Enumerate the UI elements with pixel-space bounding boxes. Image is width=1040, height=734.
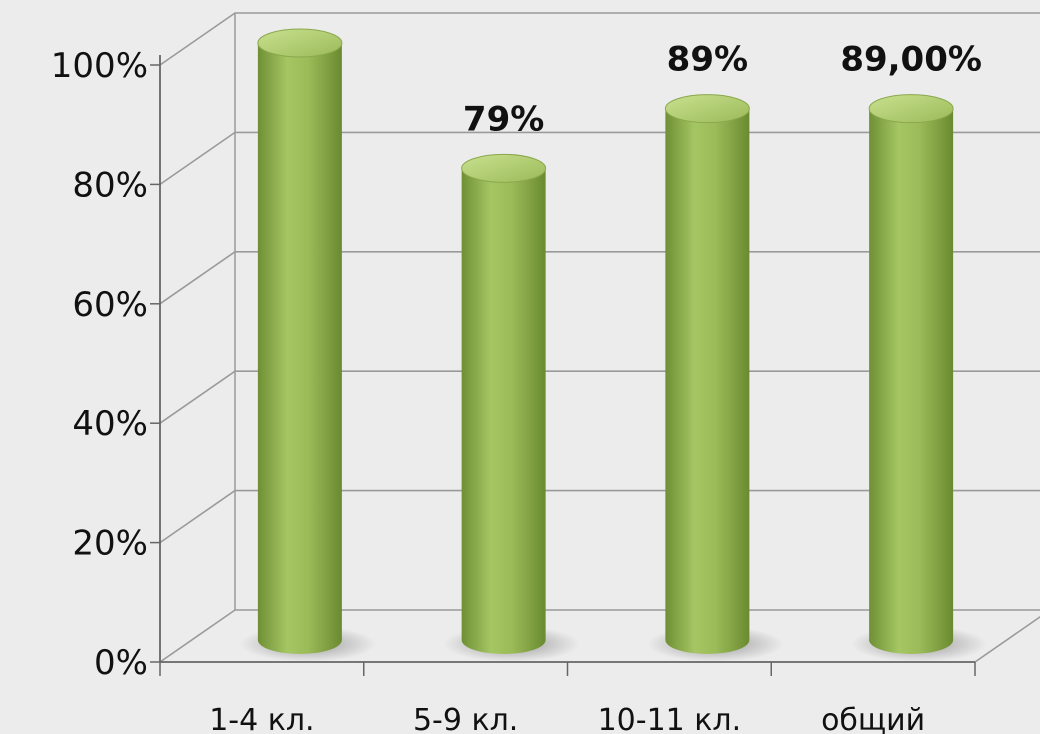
axis-layer — [150, 55, 976, 676]
x-tick-label: общий — [821, 703, 925, 734]
x-tick-label: 1-4 кл. — [209, 703, 314, 734]
x-tick-label: 10-11 кл. — [598, 703, 742, 734]
gridline — [159, 370, 1040, 424]
data-label: 89% — [667, 40, 748, 80]
gridline — [159, 251, 1040, 305]
grid-layer — [159, 12, 1040, 663]
labels-layer: 0% 20% 40% 60% 80% 100% 1-4 кл. 5-9 кл. 79% 10-11… — [51, 40, 982, 734]
y-tick-label: 60% — [72, 285, 148, 325]
bar-body — [257, 43, 342, 654]
bar — [851, 94, 988, 662]
bar — [239, 28, 376, 662]
bar-body — [461, 168, 546, 654]
data-label: 79% — [463, 99, 544, 139]
y-tick-label: 40% — [72, 404, 148, 444]
y-tick-label: 80% — [72, 165, 148, 205]
bar — [647, 94, 784, 662]
floor-edge — [974, 615, 1040, 663]
gridline — [159, 609, 1040, 663]
bar-top — [461, 153, 547, 183]
gridline — [159, 489, 1040, 544]
bar-top — [868, 94, 954, 124]
y-tick-label: 100% — [51, 46, 148, 86]
gridline — [159, 12, 1040, 66]
bar-body — [869, 108, 954, 655]
x-tick-label: 5-9 кл. — [413, 703, 518, 734]
bar-body — [665, 108, 750, 655]
bars-layer — [239, 28, 988, 662]
gridline — [159, 131, 1040, 186]
bar — [443, 153, 580, 662]
bar-top — [257, 28, 343, 58]
y-tick-label: 0% — [94, 643, 148, 683]
data-label: 89,00% — [840, 40, 982, 80]
y-tick-label: 20% — [72, 524, 148, 564]
bar-top — [664, 94, 750, 124]
